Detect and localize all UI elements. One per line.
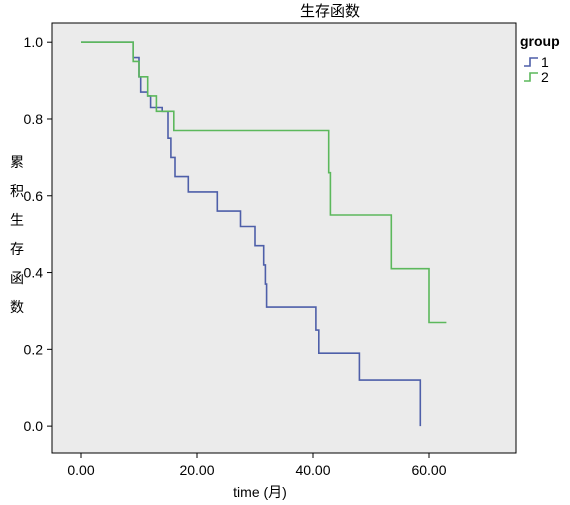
y-tick-label: 0.8 bbox=[24, 111, 44, 127]
legend-title: group bbox=[520, 33, 560, 49]
y-axis-label-char: 生 bbox=[10, 213, 24, 229]
series-line-group-1 bbox=[81, 41, 422, 427]
x-tick-label: 0.00 bbox=[67, 462, 94, 478]
y-axis-label-char: 存 bbox=[10, 242, 24, 258]
y-tick-label: 0.4 bbox=[24, 265, 44, 281]
x-tick-label: 20.00 bbox=[179, 462, 214, 478]
x-tick-label: 40.00 bbox=[295, 462, 330, 478]
x-axis-label: time (月) bbox=[233, 484, 287, 500]
legend-swatch-2 bbox=[524, 72, 538, 82]
plot-area bbox=[51, 22, 517, 454]
legend-label-2: 2 bbox=[541, 69, 549, 85]
legend: group 12 bbox=[520, 33, 560, 85]
y-tick-label: 1.0 bbox=[24, 34, 44, 50]
x-tick-label: 60.00 bbox=[411, 462, 446, 478]
chart-title: 生存函数 bbox=[300, 2, 360, 20]
legend-label-1: 1 bbox=[541, 54, 549, 70]
y-axis-label-char: 数 bbox=[10, 300, 24, 316]
y-axis-label-char: 函 bbox=[10, 271, 24, 287]
legend-swatch-1 bbox=[524, 57, 538, 67]
x-axis-ticks: 0.00 20.00 40.00 60.00 bbox=[67, 453, 447, 478]
y-axis-ticks: 0.0 0.2 0.4 0.6 0.8 1.0 bbox=[24, 34, 52, 434]
series-line-group-2 bbox=[81, 41, 447, 324]
y-axis-label-char: 积 bbox=[10, 184, 24, 200]
y-tick-label: 0.2 bbox=[24, 341, 44, 357]
y-tick-label: 0.6 bbox=[24, 188, 44, 204]
y-tick-label: 0.0 bbox=[24, 418, 44, 434]
series-lines bbox=[81, 41, 447, 427]
y-axis-label-char: 累 bbox=[10, 155, 24, 171]
